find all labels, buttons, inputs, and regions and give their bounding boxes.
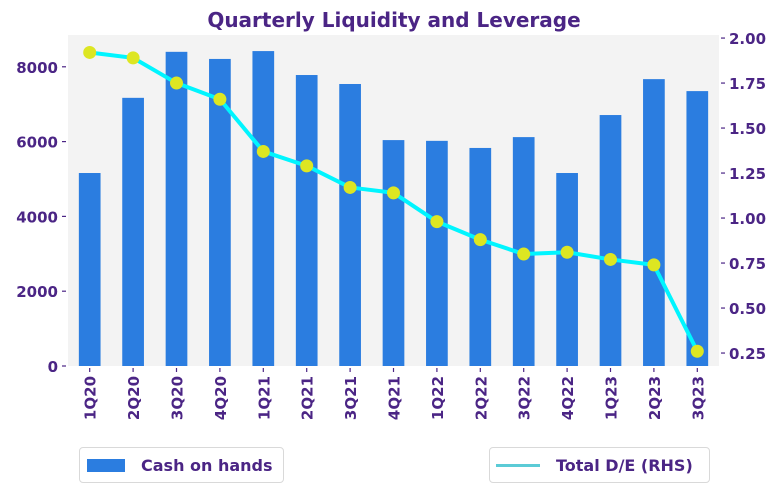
right-tick-label: 1.00 [729, 210, 766, 228]
bar-2Q20 [122, 97, 144, 367]
x-tick-label: 3Q21 [342, 376, 360, 420]
x-tick-label: 2Q20 [125, 376, 143, 420]
legend-de: Total D/E (RHS) [489, 447, 710, 483]
de-point-1Q20 [83, 45, 97, 59]
left-tick-label: 8000 [16, 59, 58, 77]
de-point-4Q21 [387, 186, 400, 200]
bar-2Q21 [295, 75, 318, 366]
x-tick-label: 1Q21 [255, 376, 273, 420]
left-tick-label: 4000 [16, 208, 58, 226]
de-point-3Q22 [517, 247, 531, 261]
legend-cash: Cash on hands [79, 447, 284, 483]
x-tick-label: 3Q22 [516, 376, 534, 420]
legend-label-cash: Cash on hands [141, 455, 273, 475]
right-tick-label: 2.00 [729, 30, 766, 48]
x-tick-label: 4Q20 [212, 376, 230, 420]
legend-label-de: Total D/E (RHS) [556, 455, 693, 475]
x-tick-label: 3Q23 [689, 376, 707, 420]
x-tick-label: 4Q21 [386, 376, 404, 420]
line-series [83, 45, 704, 358]
bar-1Q22 [426, 140, 448, 366]
legend-swatch-bar [87, 458, 125, 472]
x-axis: 1Q20 2Q20 3Q20 4Q20 1Q21 2Q21 3Q21 4Q21 1Q22 2Q22… [82, 368, 707, 420]
de-point-1Q22 [430, 215, 444, 229]
de-point-4Q20 [213, 92, 227, 106]
x-tick-label: 1Q22 [429, 376, 447, 420]
bar-4Q22 [556, 173, 578, 366]
bar-2Q22 [469, 147, 492, 366]
de-point-1Q21 [256, 144, 270, 158]
left-tick-label: 0 [48, 358, 58, 376]
x-tick-label: 3Q20 [169, 376, 187, 420]
bar-3Q23 [686, 91, 709, 367]
right-tick-label: 0.50 [729, 300, 766, 318]
de-point-2Q20 [126, 51, 140, 65]
bar-1Q21 [252, 51, 275, 366]
left-tick-label: 6000 [16, 134, 58, 152]
right-tick-label: 0.25 [729, 345, 766, 363]
right-tick-label: 1.50 [729, 120, 766, 138]
left-axis: 0 2000 4000 6000 8000 [16, 59, 66, 376]
chart-title: Quarterly Liquidity and Leverage [207, 8, 580, 32]
x-tick-label: 2Q22 [472, 376, 490, 420]
de-point-2Q21 [300, 159, 314, 173]
bar-2Q23 [643, 79, 665, 366]
de-point-1Q23 [604, 252, 617, 266]
right-tick-label: 1.75 [729, 75, 766, 93]
de-point-4Q22 [560, 245, 574, 259]
bar-4Q21 [382, 140, 405, 366]
bar-1Q23 [599, 115, 622, 366]
right-tick-label: 1.25 [729, 165, 766, 183]
x-tick-label: 1Q23 [603, 376, 621, 420]
bar-series [78, 51, 709, 367]
de-point-3Q20 [170, 76, 183, 90]
bar-4Q20 [209, 58, 231, 367]
x-tick-label: 2Q21 [299, 376, 317, 420]
x-tick-label: 2Q23 [646, 376, 664, 420]
bar-3Q21 [339, 83, 361, 366]
right-tick-label: 0.75 [729, 255, 766, 273]
de-point-2Q22 [473, 233, 487, 247]
right-axis: 0.25 0.50 0.75 1.00 1.25 1.50 1.75 2.00 [721, 30, 766, 363]
left-tick-label: 2000 [16, 283, 58, 301]
de-point-2Q23 [647, 258, 661, 272]
bar-1Q20 [78, 173, 101, 366]
legend-swatch-line [496, 463, 540, 467]
x-tick-label: 1Q20 [82, 376, 100, 420]
x-tick-label: 4Q22 [559, 376, 577, 420]
bar-3Q20 [165, 51, 188, 367]
de-point-3Q23 [690, 344, 704, 358]
de-point-3Q21 [343, 180, 357, 194]
